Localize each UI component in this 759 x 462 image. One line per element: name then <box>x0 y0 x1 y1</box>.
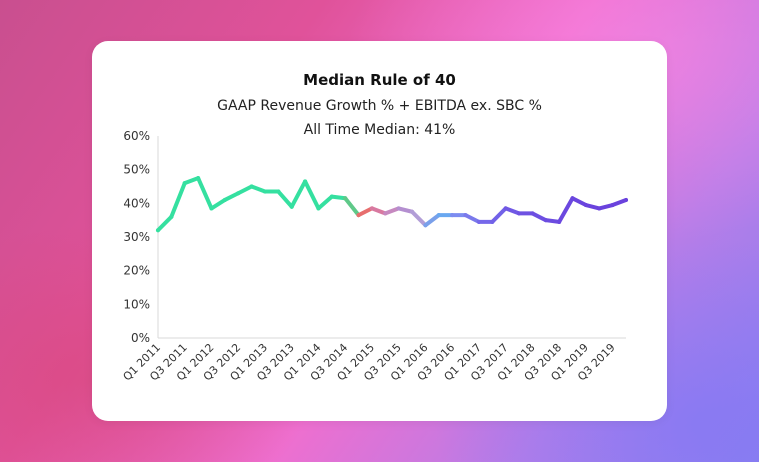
data-point <box>517 211 522 216</box>
line-segment <box>343 196 361 218</box>
y-tick-label: 60% <box>123 129 150 143</box>
data-point <box>369 206 374 211</box>
line-segment <box>410 209 428 228</box>
line-segment <box>303 179 321 211</box>
data-point <box>463 213 468 218</box>
line-segment <box>557 196 575 224</box>
data-point <box>249 184 254 189</box>
line-segment <box>369 206 388 216</box>
data-point <box>543 218 548 223</box>
data-point <box>343 196 348 201</box>
data-point <box>169 214 174 219</box>
data-point <box>624 197 628 202</box>
data-point <box>156 228 160 233</box>
y-tick-label: 50% <box>123 163 150 177</box>
data-point <box>236 191 241 196</box>
data-point <box>436 213 441 218</box>
line-segment <box>209 197 227 211</box>
data-point <box>570 196 575 201</box>
chart-card: Median Rule of 40 GAAP Revenue Growth % … <box>92 41 667 421</box>
chart-median-note: All Time Median: 41% <box>303 122 456 138</box>
y-tick-label: 10% <box>123 297 150 311</box>
line-segment <box>503 206 522 216</box>
data-point <box>316 206 321 211</box>
data-point <box>276 189 281 194</box>
line-segment <box>570 196 588 208</box>
data-point <box>476 219 481 224</box>
y-tick-label: 40% <box>123 196 150 210</box>
chart-subtitle: GAAP Revenue Growth % + EBITDA ex. SBC % <box>217 98 542 114</box>
y-tick-label: 30% <box>123 230 150 244</box>
line-segment <box>236 184 254 196</box>
line-segment <box>196 176 214 211</box>
y-tick-label: 20% <box>123 264 150 278</box>
line-segment <box>383 206 401 216</box>
data-point <box>182 181 187 186</box>
data-point <box>410 209 415 214</box>
line-segment <box>249 184 267 194</box>
line-segment <box>169 181 187 219</box>
data-point <box>383 211 388 216</box>
line-segment <box>289 179 308 209</box>
data-point <box>490 219 495 224</box>
chart-title: Median Rule of 40 <box>303 71 456 89</box>
data-point <box>450 213 455 218</box>
data-point <box>262 189 267 194</box>
line-segment <box>463 213 481 224</box>
line-segment <box>316 194 334 211</box>
line-segment <box>222 191 241 202</box>
data-point <box>423 223 428 228</box>
data-point <box>503 206 508 211</box>
line-segment <box>396 206 415 214</box>
line-segment <box>276 189 294 209</box>
line-segment <box>490 206 508 224</box>
data-point <box>597 206 602 211</box>
data-point <box>557 219 562 224</box>
data-point <box>583 203 588 208</box>
data-point <box>396 206 401 211</box>
line-segment <box>423 213 441 228</box>
data-point <box>610 203 615 208</box>
line-segment <box>610 197 628 208</box>
data-point <box>289 204 294 209</box>
data-point <box>329 194 334 199</box>
line-segment <box>156 214 174 233</box>
line-segment <box>182 176 201 186</box>
data-point <box>209 206 214 211</box>
y-tick-label: 0% <box>131 331 150 345</box>
line-segment <box>329 194 348 201</box>
data-point <box>530 211 535 216</box>
line-segment <box>543 218 562 224</box>
line-segment <box>356 206 374 218</box>
data-point <box>356 213 361 218</box>
data-point <box>196 176 201 181</box>
line-segment <box>530 211 548 223</box>
line-segment <box>583 203 602 211</box>
data-point <box>222 197 227 202</box>
data-point <box>303 179 308 184</box>
line-segment <box>597 203 615 211</box>
